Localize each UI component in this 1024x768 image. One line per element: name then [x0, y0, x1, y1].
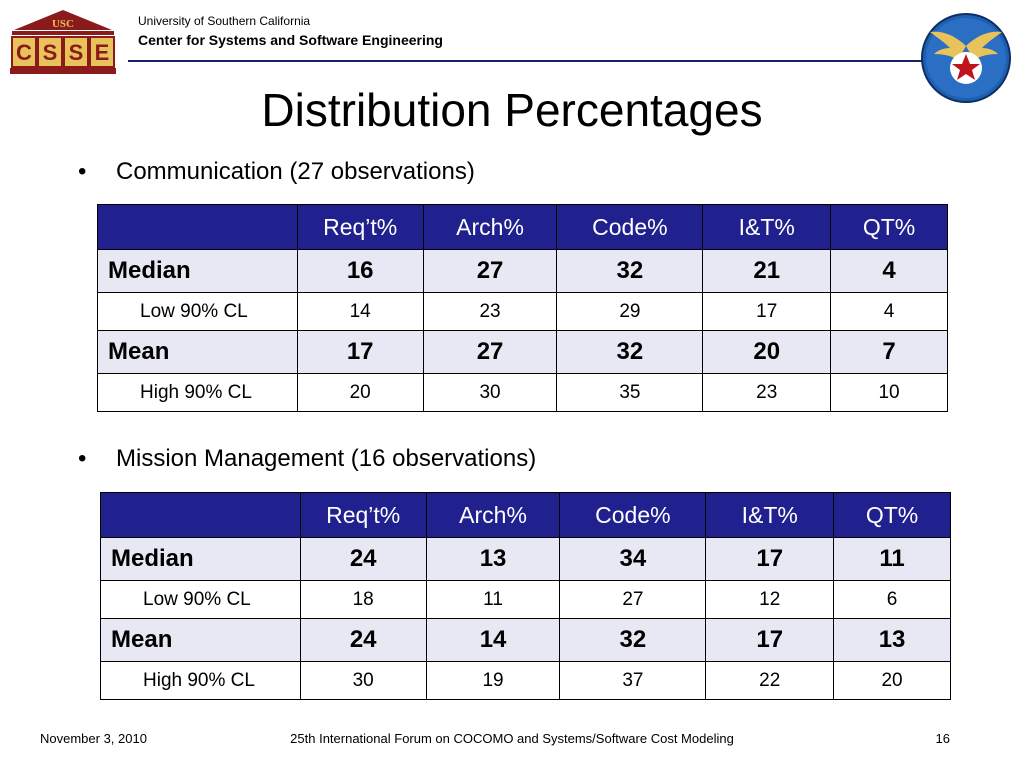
table-cell: 22: [705, 661, 835, 700]
logo-letter-s1: S: [43, 40, 58, 65]
communication-table: Req’t% Arch% Code% I&T% QT% Median 16 27…: [97, 204, 948, 412]
table-cell: 14: [425, 618, 561, 662]
table-cell: 19: [425, 661, 561, 700]
table-cell: 32: [556, 249, 704, 293]
table-cell: 20: [833, 661, 951, 700]
row-label: High 90% CL: [97, 373, 298, 412]
header-cell: Req’t%: [296, 204, 424, 250]
table-row: Low 90% CL 14 23 29 17 4: [97, 292, 948, 331]
table-cell: 17: [705, 537, 835, 581]
table-cell: 27: [559, 580, 707, 619]
header-cell: Code%: [559, 492, 707, 538]
table-header-row: Req’t% Arch% Code% I&T% QT%: [97, 204, 948, 250]
table-cell: 16: [296, 249, 424, 293]
row-label: Mean: [97, 330, 298, 374]
table-cell: 30: [422, 373, 558, 412]
row-label: Low 90% CL: [97, 292, 298, 331]
slide-title: Distribution Percentages: [261, 84, 763, 136]
table-cell: 21: [702, 249, 832, 293]
table-header-row: Req’t% Arch% Code% I&T% QT%: [100, 492, 951, 538]
mission-management-table: Req’t% Arch% Code% I&T% QT% Median 24 13…: [100, 492, 951, 700]
table-cell: 37: [559, 661, 707, 700]
table-cell: 23: [702, 373, 832, 412]
logo-usc-text: USC: [52, 18, 74, 30]
header-cell: Req’t%: [299, 492, 427, 538]
center-name: Center for Systems and Software Engineer…: [138, 32, 443, 48]
csse-logo-icon: USC C S S E: [6, 8, 120, 76]
header-cell: [97, 204, 298, 250]
footer-date: November 3, 2010: [40, 731, 147, 746]
table-cell: 4: [830, 292, 948, 331]
footer-page-number: 16: [935, 731, 950, 746]
row-label: Median: [97, 249, 298, 293]
row-label: Median: [100, 537, 301, 581]
table-row: High 90% CL 30 19 37 22 20: [100, 661, 951, 700]
table-cell: 18: [299, 580, 427, 619]
bullet-dot: •: [78, 445, 87, 472]
table-cell: 6: [833, 580, 951, 619]
bullet-communication: • Communication (27 observations): [78, 157, 475, 187]
table-cell: 27: [422, 249, 558, 293]
table-cell: 11: [425, 580, 561, 619]
header-cell: Code%: [556, 204, 704, 250]
table-row: Median 24 13 34 17 11: [100, 537, 951, 581]
air-force-emblem-icon: [920, 12, 1012, 104]
bullet-text: Mission Management (16 observations): [116, 445, 537, 472]
header-cell: QT%: [830, 204, 948, 250]
university-name: University of Southern California: [138, 14, 311, 28]
footer-event: 25th International Forum on COCOMO and S…: [290, 731, 734, 746]
table-cell: 13: [425, 537, 561, 581]
table-cell: 11: [833, 537, 951, 581]
logo-letter-e: E: [95, 40, 110, 65]
table-cell: 4: [830, 249, 948, 293]
row-label: Mean: [100, 618, 301, 662]
table-row: Low 90% CL 18 11 27 12 6: [100, 580, 951, 619]
table-cell: 10: [830, 373, 948, 412]
bullet-dot: •: [78, 158, 87, 185]
bullet-text: Communication (27 observations): [116, 158, 475, 185]
table-cell: 29: [556, 292, 704, 331]
table-cell: 34: [559, 537, 707, 581]
header-divider: [128, 60, 934, 62]
table-cell: 20: [296, 373, 424, 412]
table-cell: 20: [702, 330, 832, 374]
header-text: University of Southern California Center…: [138, 14, 443, 51]
bullet-mission-management: • Mission Management (16 observations): [78, 444, 536, 474]
table-cell: 14: [296, 292, 424, 331]
table-cell: 7: [830, 330, 948, 374]
table-row: Median 16 27 32 21 4: [97, 249, 948, 293]
table-cell: 32: [556, 330, 704, 374]
table-cell: 24: [299, 618, 427, 662]
table-cell: 27: [422, 330, 558, 374]
table-cell: 12: [705, 580, 835, 619]
table-cell: 35: [556, 373, 704, 412]
header-cell: [100, 492, 301, 538]
logo-letter-s2: S: [69, 40, 84, 65]
table-cell: 30: [299, 661, 427, 700]
table-cell: 23: [422, 292, 558, 331]
header-cell: Arch%: [425, 492, 561, 538]
table-cell: 13: [833, 618, 951, 662]
header-cell: I&T%: [702, 204, 832, 250]
header-cell: QT%: [833, 492, 951, 538]
table-cell: 17: [296, 330, 424, 374]
row-label: High 90% CL: [100, 661, 301, 700]
table-row: Mean 17 27 32 20 7: [97, 330, 948, 374]
table-cell: 32: [559, 618, 707, 662]
table-row: High 90% CL 20 30 35 23 10: [97, 373, 948, 412]
row-label: Low 90% CL: [100, 580, 301, 619]
logo-letter-c: C: [16, 40, 32, 65]
table-row: Mean 24 14 32 17 13: [100, 618, 951, 662]
header-cell: Arch%: [422, 204, 558, 250]
table-cell: 17: [702, 292, 832, 331]
table-cell: 24: [299, 537, 427, 581]
table-cell: 17: [705, 618, 835, 662]
header-cell: I&T%: [705, 492, 835, 538]
